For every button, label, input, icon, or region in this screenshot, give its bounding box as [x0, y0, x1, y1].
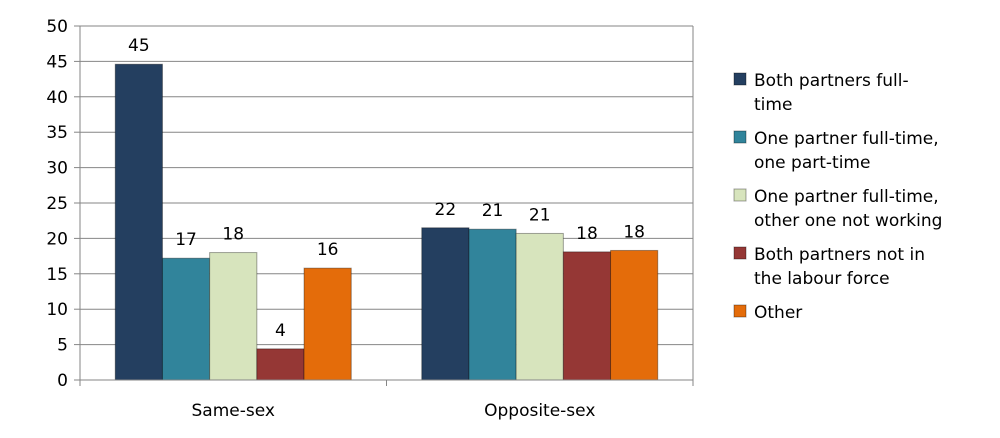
y-tick-label: 25	[46, 194, 68, 214]
legend-swatch	[733, 188, 747, 202]
bar	[468, 228, 517, 381]
y-tick-label: 0	[57, 371, 68, 391]
y-tick-label: 35	[46, 123, 68, 143]
data-label: 18	[576, 224, 598, 244]
y-tick-label: 10	[46, 300, 68, 320]
legend-swatch	[733, 130, 747, 144]
y-tick-label: 45	[46, 52, 68, 72]
x-tick-label: Same-sex	[192, 401, 275, 421]
x-axis: Same-sex Opposite-sex	[79, 379, 694, 421]
data-label: 16	[317, 240, 339, 260]
bar	[209, 252, 258, 381]
bar	[256, 348, 305, 381]
y-tick-label: 50	[46, 17, 68, 37]
bar	[303, 267, 352, 381]
bar	[161, 257, 211, 381]
data-label: 18	[623, 222, 645, 242]
legend-label: One partner full-time,	[754, 129, 939, 149]
y-axis: 0 5 10 15 20 25 30 35 40 45 50	[46, 17, 81, 391]
bar	[421, 227, 470, 381]
data-label: 4	[275, 321, 286, 341]
legend-label: Both partners full-	[754, 71, 909, 91]
legend-swatch	[733, 72, 747, 86]
bar	[515, 232, 564, 381]
bar	[562, 251, 612, 381]
data-label: 45	[128, 36, 150, 56]
legend-label: Other	[754, 303, 802, 323]
data-label: 21	[529, 205, 551, 225]
legend-label: One partner full-time,	[754, 187, 939, 207]
legend-swatch	[733, 304, 747, 318]
y-tick-label: 5	[57, 336, 68, 356]
bar	[610, 249, 659, 381]
data-label: 17	[175, 230, 197, 250]
y-tick-label: 30	[46, 159, 68, 179]
bars	[114, 63, 659, 381]
data-label: 21	[482, 201, 504, 221]
y-tick-label: 40	[46, 88, 68, 108]
data-label: 18	[222, 225, 244, 245]
y-tick-label: 20	[46, 229, 68, 249]
legend-label: other one not working	[754, 211, 942, 231]
data-label: 22	[435, 200, 457, 220]
legend-label: one part-time	[754, 153, 870, 173]
bar	[114, 63, 163, 381]
y-tick-label: 15	[46, 265, 68, 285]
legend-label: time	[754, 95, 792, 115]
x-tick-label: Opposite-sex	[484, 401, 595, 421]
legend-swatch	[733, 246, 747, 260]
data-labels: 45 17 18 4 16 22 21 21 18 18	[128, 36, 645, 341]
legend: Both partners full-time One partner full-…	[733, 71, 942, 323]
legend-label: Both partners not in	[754, 245, 925, 265]
legend-label: the labour force	[754, 269, 890, 289]
